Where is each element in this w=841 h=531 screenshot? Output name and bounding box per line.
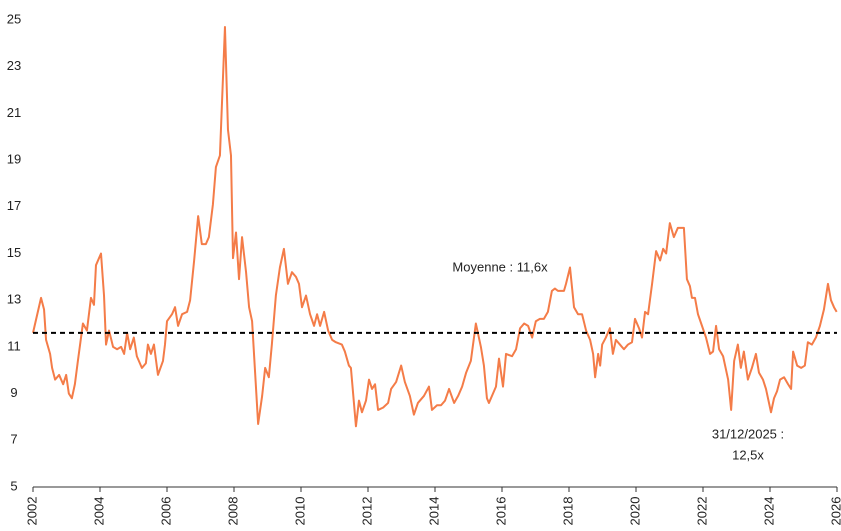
- x-tick-label: 2004: [91, 497, 106, 526]
- x-tick-label: 2006: [158, 497, 173, 526]
- x-tick-label: 2002: [24, 497, 39, 526]
- mean-label: Moyenne : 11,6x: [452, 259, 548, 274]
- y-tick-label: 7: [10, 432, 17, 447]
- y-tick-label: 11: [7, 338, 21, 353]
- x-tick-label: 2016: [493, 497, 508, 526]
- y-tick-label: 25: [7, 11, 21, 26]
- annotation: 12,5x: [732, 447, 764, 462]
- line-series: [32, 26, 838, 428]
- x-tick-label: 2012: [359, 497, 374, 526]
- x-tick-label: 2020: [627, 497, 642, 526]
- x-tick-label: 2018: [560, 497, 575, 526]
- y-tick-label: 13: [7, 292, 21, 307]
- y-tick-label: 15: [7, 245, 21, 260]
- x-tick-label: 2022: [694, 497, 709, 526]
- y-tick-label: 17: [7, 198, 21, 213]
- x-tick-label: 2010: [292, 497, 307, 526]
- x-tick-label: 2014: [426, 497, 441, 526]
- y-tick-label: 9: [10, 385, 17, 400]
- y-tick-label: 19: [7, 152, 21, 167]
- x-tick-label: 2008: [225, 497, 240, 526]
- y-tick-label: 5: [10, 478, 17, 493]
- annotation: 31/12/2025 :: [712, 426, 784, 441]
- y-tick-label: 21: [7, 105, 21, 120]
- x-tick-label: 2024: [761, 497, 776, 526]
- y-tick-label: 23: [7, 58, 21, 73]
- x-tick-label: 2026: [828, 497, 841, 526]
